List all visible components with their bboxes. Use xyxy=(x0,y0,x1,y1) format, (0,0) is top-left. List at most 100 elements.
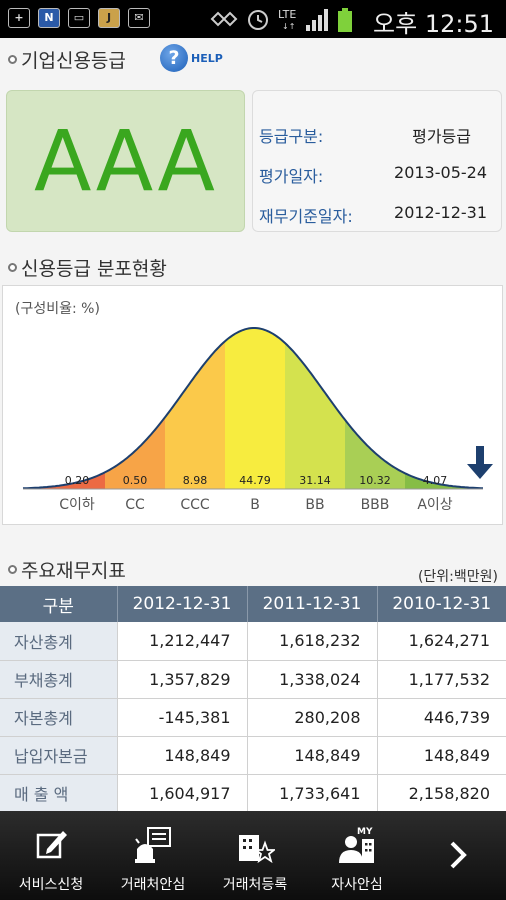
column-header: 2012-12-31 xyxy=(117,586,248,622)
grade-card: AAA xyxy=(6,90,245,232)
table-cell: 1,212,447 xyxy=(117,622,248,661)
distribution-band-C이하 xyxy=(23,328,105,489)
nav-service-apply[interactable]: 서비스신청 xyxy=(0,811,102,900)
question-mark-icon: ? xyxy=(160,44,188,72)
distribution-band-B xyxy=(225,328,285,489)
credit-rating-title-text: 기업신용등급 xyxy=(21,50,126,72)
distribution-band-BB xyxy=(285,328,345,489)
table-cell: 280,208 xyxy=(247,698,378,737)
table-row: 자본총계 -145,381 280,208 446,739 xyxy=(0,698,506,737)
clock: 오후 12:51 xyxy=(373,10,494,38)
help-label: HELP xyxy=(191,51,223,65)
image-notification-icon: ▭ xyxy=(68,8,90,28)
table-cell: 1,733,641 xyxy=(247,774,378,813)
table-cell: 148,849 xyxy=(117,736,248,775)
table-cell: 1,618,232 xyxy=(247,622,378,661)
value-label: 4.07 xyxy=(423,474,448,487)
down-arrow-icon xyxy=(467,446,493,479)
table-row: 납입자본금 148,849 148,849 148,849 xyxy=(0,736,506,775)
nfc-icon xyxy=(210,11,238,27)
nav-label: 거래처안심 xyxy=(120,877,186,893)
bottom-navigation: 서비스신청 거래처안심 거래처등록 MY xyxy=(0,811,506,900)
j-notification-icon: J xyxy=(98,8,120,28)
alarm-icon xyxy=(135,827,171,863)
table-cell: 148,849 xyxy=(247,736,378,775)
table-row: 매 출 액 1,604,917 1,733,641 2,158,820 xyxy=(0,774,506,813)
category-label: CC xyxy=(125,497,145,513)
signal-icon xyxy=(306,9,328,31)
nav-next-button[interactable] xyxy=(408,811,506,900)
info-value: 평가등급 xyxy=(412,127,471,146)
value-label: 31.14 xyxy=(299,474,331,487)
battery-icon xyxy=(338,8,352,32)
row-label: 납입자본금 xyxy=(0,736,118,775)
table-cell: 1,624,271 xyxy=(377,622,506,661)
info-row-grade-type: 등급구분: 평가등급 xyxy=(253,123,501,147)
table-cell: 2,158,820 xyxy=(377,774,506,813)
financials-title-text: 주요재무지표 xyxy=(21,560,126,582)
nav-partner-register[interactable]: 거래처등록 xyxy=(204,811,306,900)
category-label: B xyxy=(250,497,260,513)
column-header: 구분 xyxy=(0,586,118,622)
value-label: 10.32 xyxy=(359,474,391,487)
table-row: 부채총계 1,357,829 1,338,024 1,177,532 xyxy=(0,660,506,699)
chart-unit-label: (구성비율: %) xyxy=(15,301,100,317)
info-row-financial-date: 재무기준일자: 2012-12-31 xyxy=(253,203,501,227)
status-bar: + N ▭ J ✉ LTE ↓↑ 오후 12:51 xyxy=(0,0,506,38)
financials-unit: (단위:백만원) xyxy=(417,569,498,585)
nav-label: 서비스신청 xyxy=(18,877,84,893)
chevron-right-icon xyxy=(450,841,467,869)
table-header-row: 구분 2012-12-31 2011-12-31 2010-12-31 xyxy=(0,586,506,622)
info-label: 평가일자: xyxy=(259,167,324,186)
column-header: 2011-12-31 xyxy=(247,586,378,622)
grade-value: AAA xyxy=(33,112,218,210)
lte-icon: LTE xyxy=(278,8,296,21)
table-row: 자산총계 1,212,447 1,618,232 1,624,271 xyxy=(0,622,506,661)
distribution-band-CC xyxy=(105,328,165,489)
bullet-icon xyxy=(8,55,17,64)
category-label: C이하 xyxy=(59,497,95,513)
nav-label: 자사안심 xyxy=(331,877,383,893)
table-cell: -145,381 xyxy=(117,698,248,737)
category-label: BB xyxy=(305,497,324,513)
distribution-chart: (구성비율: %) 0.20 0.50 8.98 44.79 31.14 10.32 4.0… xyxy=(2,285,503,525)
svg-text:MY: MY xyxy=(357,827,373,837)
table-cell: 1,177,532 xyxy=(377,660,506,699)
system-status-icons: LTE ↓↑ xyxy=(210,5,360,33)
nav-own-company-safety[interactable]: MY 자사안심 xyxy=(306,811,408,900)
value-label: 0.50 xyxy=(123,474,148,487)
nav-partner-safety[interactable]: 거래처안심 xyxy=(102,811,204,900)
distribution-chart-svg: 0.20 0.50 8.98 44.79 31.14 10.32 4.07 C이하 CC CCC… xyxy=(22,327,493,513)
bullet-icon xyxy=(8,565,17,574)
category-label: A이상 xyxy=(417,497,452,513)
row-label: 자본총계 xyxy=(0,698,118,737)
bullet-icon xyxy=(8,263,17,272)
financials-title: 주요재무지표 xyxy=(8,556,126,583)
row-label: 매 출 액 xyxy=(0,774,118,813)
table-cell: 148,849 xyxy=(377,736,506,775)
table-cell: 446,739 xyxy=(377,698,506,737)
value-label: 44.79 xyxy=(239,474,271,487)
building-star-icon xyxy=(239,835,275,864)
alarm-clock-icon xyxy=(248,10,268,30)
table-cell: 1,604,917 xyxy=(117,774,248,813)
column-header: 2010-12-31 xyxy=(377,586,506,622)
plus-notification-icon: + xyxy=(8,8,30,28)
grade-info-card: 등급구분: 평가등급 평가일자: 2013-05-24 재무기준일자: 2012… xyxy=(252,90,502,232)
distribution-band-BBB xyxy=(345,328,405,489)
info-value: 2012-12-31 xyxy=(394,203,487,222)
distribution-title: 신용등급 분포현황 xyxy=(8,254,167,281)
row-label: 부채총계 xyxy=(0,660,118,699)
category-label: CCC xyxy=(180,497,210,513)
value-label: 0.20 xyxy=(65,474,90,487)
svg-text:↓↑: ↓↑ xyxy=(282,22,295,31)
info-value: 2013-05-24 xyxy=(394,163,487,182)
help-button[interactable]: ? HELP xyxy=(160,42,223,74)
financials-table: 구분 2012-12-31 2011-12-31 2010-12-31 자산총계… xyxy=(0,586,506,813)
table-cell: 1,338,024 xyxy=(247,660,378,699)
nav-label: 거래처등록 xyxy=(222,877,288,893)
credit-rating-title: 기업신용등급 xyxy=(8,46,126,73)
info-label: 등급구분: xyxy=(259,127,324,146)
info-row-evaluation-date: 평가일자: 2013-05-24 xyxy=(253,163,501,187)
distribution-curve xyxy=(22,327,483,490)
